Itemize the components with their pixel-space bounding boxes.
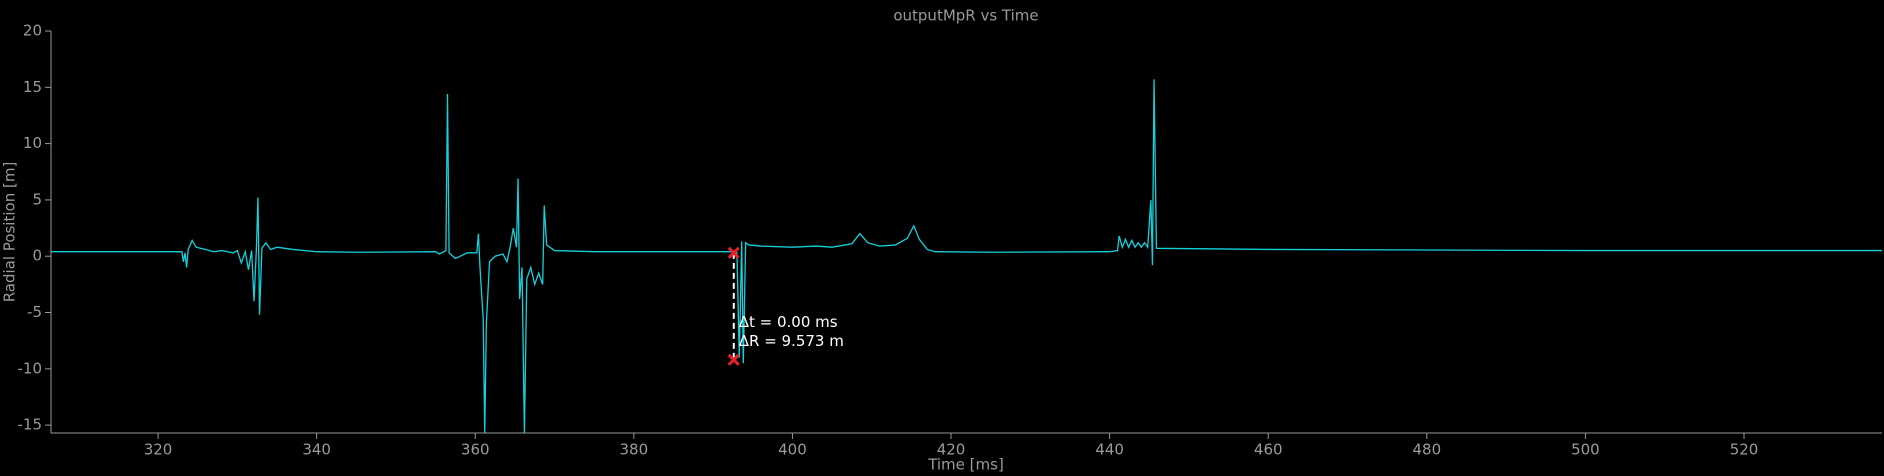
x-tick-label: 500: [1571, 441, 1600, 459]
y-tick-label: -10: [18, 359, 43, 377]
x-tick-label: 420: [937, 441, 966, 459]
y-tick-label: 5: [32, 190, 42, 208]
cursor-marker: [727, 246, 740, 259]
y-tick-label: 0: [32, 247, 42, 265]
y-axis-label: Radial Position [m]: [1, 162, 19, 303]
x-tick-label: 460: [1254, 441, 1283, 459]
x-tick-label: 440: [1095, 441, 1124, 459]
x-tick-label: 480: [1413, 441, 1442, 459]
x-tick-label: 380: [620, 441, 649, 459]
annotation: Δt = 0.00 ms: [739, 313, 838, 331]
data-line: [51, 79, 1882, 433]
x-tick-label: 340: [302, 441, 331, 459]
annotation: ΔR = 9.573 m: [739, 332, 844, 350]
cursor-marker: [727, 353, 740, 366]
x-tick-label: 400: [778, 441, 807, 459]
y-tick-label: -15: [18, 416, 43, 434]
y-tick-label: 10: [23, 134, 42, 152]
chart-title: outputMpR vs Time: [893, 7, 1038, 25]
x-tick-label: 320: [144, 441, 173, 459]
y-tick-label: 15: [23, 78, 42, 96]
x-axis-label: Time [ms]: [927, 456, 1004, 474]
y-tick-label: -5: [27, 303, 42, 321]
y-tick-label: 20: [23, 22, 42, 40]
x-tick-label: 520: [1730, 441, 1759, 459]
x-tick-label: 360: [461, 441, 490, 459]
